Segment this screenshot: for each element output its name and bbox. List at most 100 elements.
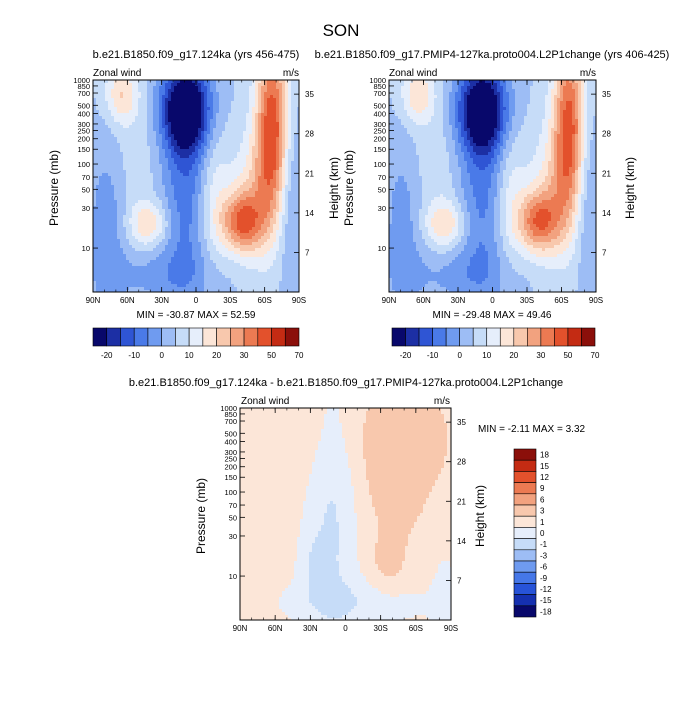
right-ytick-label: 400	[373, 109, 386, 118]
diff-colorbar-label: 3	[540, 507, 545, 516]
right-corner-label: Zonal wind	[389, 68, 437, 79]
diff-xtick-label: 0	[343, 624, 348, 633]
right-xtick-label: 30N	[451, 296, 466, 305]
left-ylabel-right: Height (km)	[327, 157, 341, 219]
right-ytick-right-label: 14	[602, 209, 611, 218]
right-contour-field	[389, 80, 596, 293]
right-colorbar-label: 50	[563, 351, 572, 360]
diff-colorbar-label: 6	[540, 495, 545, 504]
diff-ytick-right-label: 14	[457, 537, 466, 546]
right-ytick-label: 30	[378, 204, 386, 213]
diff-minmax: MIN = -2.11 MAX = 3.32	[478, 424, 586, 435]
left-minmax: MIN = -30.87 MAX = 52.59	[137, 310, 256, 321]
diff-ytick-label: 200	[224, 463, 237, 472]
diff-ytick-label: 400	[224, 437, 237, 446]
right-colorbar-box	[554, 328, 568, 346]
left-colorbar-box	[244, 328, 258, 346]
diff-xtick-label: 60N	[268, 624, 283, 633]
left-colorbar-box	[148, 328, 162, 346]
left-ytick-right-label: 35	[305, 90, 314, 99]
diff-ytick-label: 10	[229, 572, 237, 581]
left-units-label: m/s	[283, 68, 299, 79]
left-colorbar-box	[258, 328, 272, 346]
right-colorbar-box	[433, 328, 447, 346]
left-ytick-label: 400	[77, 109, 90, 118]
diff-colorbar-label: 9	[540, 484, 545, 493]
right-colorbar-box	[446, 328, 460, 346]
diff-ytick-label: 500	[224, 429, 237, 438]
right-colorbar-box	[487, 328, 501, 346]
diff-colorbar-box	[514, 572, 536, 583]
diff-panel-title: b.e21.B1850.f09_g17.124ka - b.e21.B1850.…	[129, 377, 563, 389]
right-ytick-right-label: 21	[602, 169, 611, 178]
diff-colorbar-box	[514, 505, 536, 516]
right-ylabel-right: Height (km)	[623, 157, 637, 219]
diff-colorbar-box	[514, 595, 536, 606]
right-colorbar-box	[527, 328, 541, 346]
left-ytick-label: 200	[77, 135, 90, 144]
diff-colorbar-box	[514, 460, 536, 471]
diff-colorbar-label: 1	[540, 518, 545, 527]
diff-ylabel-right: Height (km)	[473, 485, 487, 547]
right-colorbar-label: 20	[509, 351, 518, 360]
right-colorbar-label: 0	[457, 351, 462, 360]
diff-corner-label: Zonal wind	[241, 396, 289, 407]
left-colorbar-box	[175, 328, 189, 346]
diff-colorbar-box	[514, 561, 536, 572]
right-units-label: m/s	[580, 68, 596, 79]
left-ytick-label: 500	[77, 101, 90, 110]
left-colorbar-label: 20	[212, 351, 221, 360]
diff-ylabel: Pressure (mb)	[194, 478, 208, 554]
diff-colorbar-label: -3	[540, 551, 548, 560]
left-colorbar-label: 0	[159, 351, 164, 360]
left-ylabel: Pressure (mb)	[47, 150, 61, 226]
diff-xtick-label: 30N	[303, 624, 318, 633]
right-colorbar-box	[541, 328, 555, 346]
right-ytick-label: 150	[373, 145, 386, 154]
right-colorbar-label: -20	[400, 351, 412, 360]
left-colorbar-label: -20	[101, 351, 113, 360]
right-colorbar-box	[460, 328, 474, 346]
right-xtick-label: 60N	[416, 296, 431, 305]
diff-colorbar-label: 15	[540, 462, 549, 471]
left-xtick-label: 0	[194, 296, 199, 305]
left-ytick-label: 1000	[73, 76, 90, 85]
right-colorbar-label: 10	[482, 351, 491, 360]
diff-contour-field	[240, 408, 453, 621]
diff-colorbar-box	[514, 449, 536, 460]
right-xtick-label: 0	[490, 296, 495, 305]
diff-xtick-label: 90S	[444, 624, 458, 633]
right-ytick-right-label: 7	[602, 248, 607, 257]
right-xtick-label: 90N	[382, 296, 397, 305]
left-ytick-label: 30	[82, 204, 90, 213]
diff-ytick-label: 1000	[220, 404, 237, 413]
right-xtick-label: 30S	[520, 296, 534, 305]
left-ytick-right-label: 7	[305, 248, 310, 257]
left-corner-label: Zonal wind	[93, 68, 141, 79]
diff-colorbar-box	[514, 527, 536, 538]
right-colorbar-label: 30	[536, 351, 545, 360]
diff-ytick-right-label: 28	[457, 458, 466, 467]
right-ytick-right-label: 35	[602, 90, 611, 99]
diff-colorbar-label: -1	[540, 540, 548, 549]
right-ytick-right-label: 28	[602, 130, 611, 139]
left-contour-field	[93, 80, 300, 293]
left-ytick-label: 150	[77, 145, 90, 154]
left-ytick-label: 300	[77, 120, 90, 129]
left-ytick-label: 100	[77, 160, 90, 169]
diff-ytick-label: 100	[224, 488, 237, 497]
right-xtick-label: 60S	[554, 296, 568, 305]
right-colorbar-box	[419, 328, 433, 346]
left-colorbar-label: 10	[185, 351, 194, 360]
diff-colorbar-box	[514, 483, 536, 494]
diff-colorbar-box	[514, 516, 536, 527]
left-xtick-label: 60N	[120, 296, 135, 305]
left-colorbar-box	[134, 328, 148, 346]
diff-xtick-label: 90N	[233, 624, 248, 633]
diff-colorbar-box	[514, 471, 536, 482]
right-colorbar-label: 70	[591, 351, 600, 360]
